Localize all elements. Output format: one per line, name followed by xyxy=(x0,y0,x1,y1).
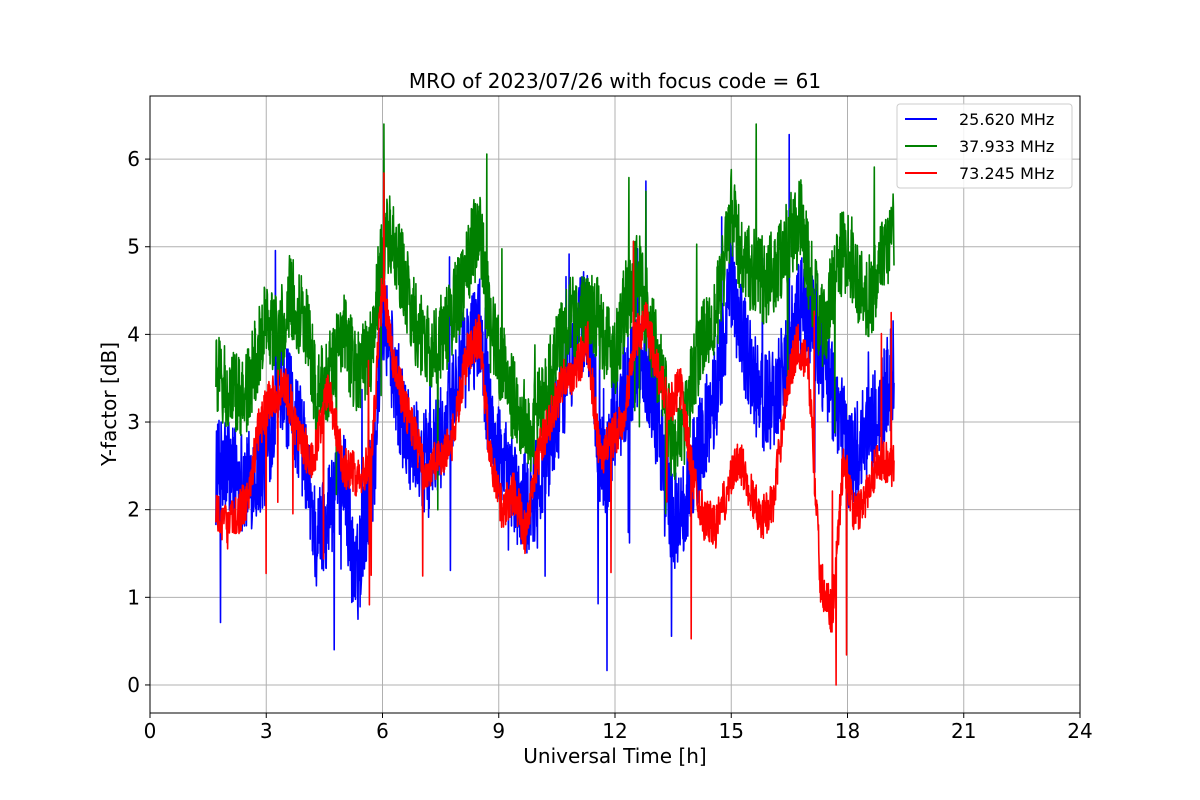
x-tick-label: 0 xyxy=(144,719,157,743)
x-tick-label: 3 xyxy=(260,719,273,743)
y-axis-label: Y-factor [dB] xyxy=(97,342,121,467)
y-tick-label: 1 xyxy=(127,585,140,609)
legend-label: 73.245 MHz xyxy=(959,164,1054,183)
x-tick-label: 9 xyxy=(492,719,505,743)
x-axis-label: Universal Time [h] xyxy=(523,744,706,768)
y-tick-label: 4 xyxy=(127,322,140,346)
series-line-3 xyxy=(215,172,895,686)
x-tick-label: 15 xyxy=(719,719,744,743)
y-tick-label: 6 xyxy=(127,147,140,171)
y-tick-label: 3 xyxy=(127,410,140,434)
x-tick-label: 6 xyxy=(376,719,389,743)
series-line-1 xyxy=(215,133,895,672)
legend-label: 37.933 MHz xyxy=(959,137,1054,156)
y-tick-label: 2 xyxy=(127,498,140,522)
y-tick-label: 5 xyxy=(127,235,140,259)
x-tick-label: 18 xyxy=(835,719,860,743)
x-tick-label: 21 xyxy=(951,719,976,743)
legend-label: 25.620 MHz xyxy=(959,110,1054,129)
series-layer xyxy=(215,123,895,686)
x-tick-label: 12 xyxy=(602,719,627,743)
x-tick-label: 24 xyxy=(1067,719,1092,743)
legend-box xyxy=(896,103,1073,189)
legend: 25.620 MHz 37.933 MHz 73.245 MHz xyxy=(896,103,1073,189)
y-tick-label: 0 xyxy=(127,673,140,697)
chart-title: MRO of 2023/07/26 with focus code = 61 xyxy=(409,69,821,93)
